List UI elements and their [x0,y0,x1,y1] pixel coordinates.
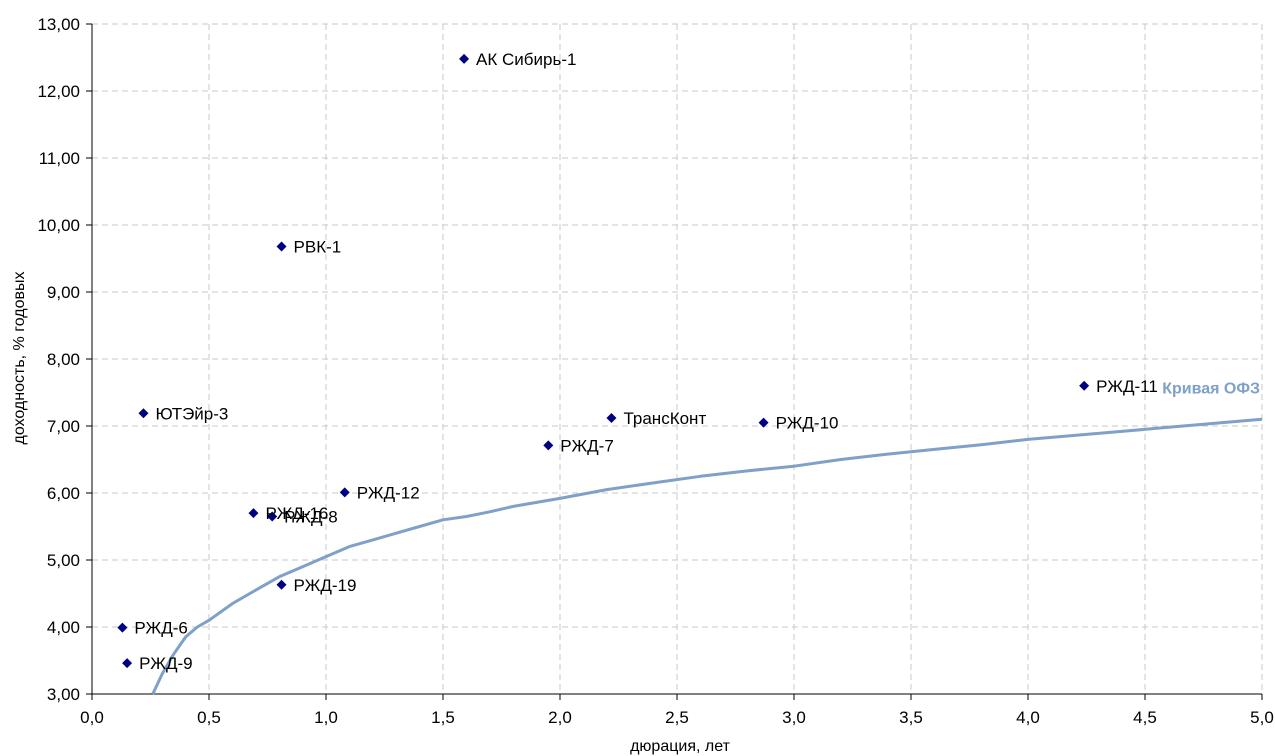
x-tick-label: 1,0 [314,708,338,727]
bond-point-marker [138,408,149,419]
y-tick-label: 9,00 [47,283,80,302]
bond-point-label: РЖД-12 [357,483,420,502]
ofz-curve-line [151,417,1263,695]
bond-point-label: РЖД-19 [294,576,357,595]
x-tick-label: 2,5 [665,708,689,727]
bond-point-marker [276,241,287,252]
x-tick-label: 2,0 [548,708,572,727]
bond-point-label: РЖД-11 [1096,377,1158,396]
bond-point-label: РЖД-8 [284,507,337,526]
bond-point-marker [117,622,128,633]
bond-point-label: РВК-1 [294,237,342,256]
grid [92,23,1263,694]
bond-point-label: РЖД-7 [560,436,613,455]
x-tick-label: 3,0 [782,708,806,727]
bond-point-label: РЖД-9 [139,654,192,673]
bond-point-marker [248,508,259,519]
y-tick-label: 12,00 [37,82,80,101]
bond-points [117,53,1090,669]
bond-point-label: АК Сибирь-1 [476,50,576,69]
bond-point-marker [543,440,554,451]
bond-point-marker [459,53,470,64]
bond-point-label: ТрансКонт [623,409,706,428]
y-tick-label: 6,00 [47,484,80,503]
tick-labels: 0,0 0,5 1,0 1,5 2,0 2,5 3,0 3,5 4,0 4,5 5,0 3,00 4,0… [37,15,1273,727]
y-tick-label: 5,00 [47,551,80,570]
x-tick-label: 3,5 [899,708,923,727]
x-axis-title: дюрация, лет [630,738,730,755]
y-tick-label: 11,00 [39,149,80,168]
axes [86,23,1263,700]
bond-point-marker [276,579,287,590]
bond-point-marker [339,487,350,498]
x-tick-label: 4,5 [1133,708,1157,727]
bond-point-marker [267,511,278,522]
bond-point-label: РЖД-16 [265,504,328,523]
bond-point-label: РЖД-6 [134,619,187,638]
y-axis-title: доходность, % годовых [11,272,28,445]
y-tick-label: 10,00 [37,216,80,235]
bond-point-marker [122,658,133,669]
bond-point-marker [606,412,617,423]
y-tick-label: 8,00 [47,350,80,369]
x-tick-label: 5,0 [1250,708,1274,727]
y-tick-label: 3,00 [47,685,80,704]
y-tick-label: 13,00 [37,15,80,34]
x-tick-label: 0,0 [80,708,104,727]
ofz-curve-group: Кривая ОФЗ [151,380,1263,695]
y-tick-label: 7,00 [47,417,80,436]
x-tick-label: 4,0 [1016,708,1040,727]
bond-point-label: ЮТЭйр-3 [155,404,228,423]
bond-point-label: РЖД-10 [776,414,839,433]
bond-labels: АК Сибирь-1 РВК-1 ЮТЭйр-3 ТрансКонт РЖД-10 РЖ… [134,50,1157,673]
x-tick-label: 0,5 [197,708,221,727]
y-tick-label: 4,00 [47,618,80,637]
ofz-curve-label: Кривая ОФЗ [1162,380,1260,397]
bond-point-marker [1079,380,1090,391]
bond-point-marker [758,417,769,428]
x-tick-label: 1,5 [431,708,455,727]
